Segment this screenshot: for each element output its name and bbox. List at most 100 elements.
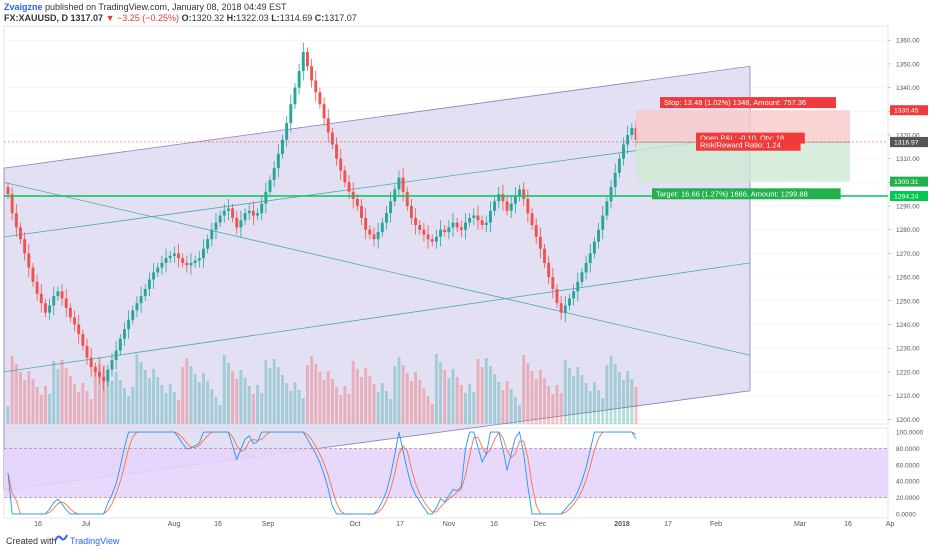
candle-body [98,371,101,377]
volume-bar [547,386,551,424]
volume-bar [114,372,118,424]
created-with-text: Created with [6,536,57,546]
candle-body [14,213,18,228]
volume-bar [310,356,314,424]
candle-body [439,229,442,237]
volume-bar [617,372,621,424]
candle-body [168,255,172,259]
volume-bar [451,369,455,424]
volume-bar [622,380,625,424]
volume-bar [322,380,326,424]
price-tick-label: 1360.00 [896,38,920,45]
stochastic-k-line [7,431,637,515]
time-tick-label: Ap [886,521,895,528]
volume-bar [206,381,210,424]
volume-bar [43,386,47,424]
candle-body [613,172,617,188]
volume-bar [210,389,214,424]
candle-body [472,215,476,218]
volume-bar [443,370,447,424]
candle-body [464,222,467,230]
candle-body [239,220,243,228]
volume-bar [293,382,297,424]
candle-body [572,291,576,299]
candle-body [56,291,60,297]
author-name[interactable]: Zvaigzne [4,2,43,12]
time-tick-label: 17 [664,521,672,528]
volume-bar [14,364,18,424]
candle-body [35,281,39,294]
price-marker-entry: 1316.97 [890,137,928,148]
volume-bar [56,369,60,424]
candle-body [347,182,351,192]
open-pnl-label-text: Open P&L: -0.10, Qty: 18 [700,134,784,143]
volume-bar [127,396,131,424]
candle-body [206,239,210,249]
candle-body [430,239,434,242]
volume-bar [588,391,592,424]
candle-body [10,194,14,214]
volume-bar [52,361,56,424]
volume-bar [289,391,293,424]
stochastic-tick-label: 80.0000 [896,446,920,453]
volume-bar [239,370,243,424]
volume-bar [305,365,309,424]
volume-bar [318,372,322,424]
volume-bar [27,371,31,424]
candle-body [256,213,259,216]
candle-body [139,296,143,304]
time-tick-label: Mar [794,521,807,528]
candle-body [534,225,538,237]
volume-bar [98,357,101,424]
stochastic-tick-label: 100.0000 [896,430,923,437]
volume-bar [360,377,363,424]
candle-body [147,279,151,289]
price-tick-label: 1200.00 [896,417,920,424]
volume-bar [19,372,22,424]
volume-bar [326,371,330,424]
candle-body [177,253,180,259]
volume-bar [193,374,197,424]
candle-body [272,168,276,180]
price-marker-box [890,137,928,148]
candle-body [335,144,339,159]
volume-bar [472,392,476,424]
last-price: 1317.07 [70,13,104,23]
candle-body [434,236,438,242]
volume-bar [214,397,218,424]
price-change: ▼ −3.25 (−0.25%) [105,13,180,23]
candle-body [48,305,52,313]
candle-body [210,229,214,240]
candle-body [401,177,405,192]
candle-body [551,277,555,289]
volume-bar [164,393,168,424]
candle-body [118,338,122,351]
candle-body [243,213,247,221]
price-chart[interactable]: Stop: 13.48 (1.02%) 1348, Amount: 757.36… [0,0,932,530]
candle-body [376,232,380,240]
candle-body [251,210,255,216]
volume-bar [601,398,605,424]
candle-body [330,132,334,145]
volume-bar [447,378,451,424]
candle-body [114,350,118,361]
volume-bar [39,395,43,424]
volume-bar [335,387,339,424]
time-tick-label: 16 [490,521,498,528]
volume-bar [64,368,68,424]
candle-body [39,293,43,304]
candle-body [568,298,571,306]
volume-bar [256,385,259,424]
volume-bar [89,399,93,424]
volume-bar [81,383,85,424]
price-tick-label: 1250.00 [896,298,920,305]
volume-bar [597,390,601,424]
volume-bar [202,373,205,424]
candle-body [592,241,596,254]
brand-name[interactable]: TradingView [70,536,120,546]
candle-body [543,248,546,263]
volume-bar [351,361,355,424]
candle-body [214,222,218,230]
volume-bar [156,377,160,424]
candle-body [576,281,580,292]
